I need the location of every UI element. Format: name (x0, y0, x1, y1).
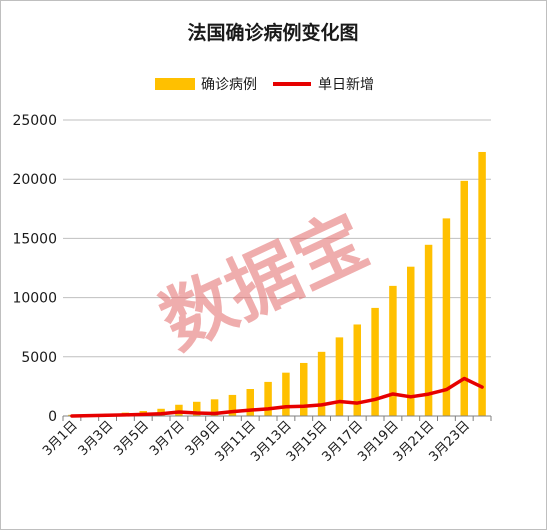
x-tick-label: 3月1日 (40, 418, 81, 459)
line-series (70, 376, 484, 418)
x-tick-label: 3月7日 (147, 418, 188, 459)
bar-confirmed (478, 151, 486, 416)
bar-confirmed (193, 401, 201, 416)
bar-confirmed (460, 180, 468, 416)
y-axis: 0 5000 10000 15000 20000 25000 (12, 113, 57, 425)
bar-confirmed (353, 324, 361, 416)
y-tick-label: 5000 (21, 350, 57, 366)
bar-confirmed (407, 266, 415, 416)
bar-confirmed (300, 362, 308, 416)
bar-confirmed (389, 285, 397, 416)
bar-confirmed (246, 389, 254, 416)
chart-title: 法国确诊病例变化图 (187, 21, 358, 44)
x-tick-label: 3月5日 (111, 418, 152, 459)
bar-confirmed (264, 381, 272, 416)
line-daily-new (70, 376, 484, 418)
x-tick-label: 3月3日 (76, 418, 117, 459)
legend-swatch-confirmed (155, 78, 195, 90)
y-tick-label: 25000 (12, 113, 57, 129)
bar-confirmed (210, 399, 219, 416)
bar-confirmed (335, 337, 344, 416)
legend-label-daily: 单日新增 (318, 77, 374, 93)
bar-series (68, 151, 486, 416)
bar-confirmed (282, 372, 290, 416)
legend-label-confirmed: 确诊病例 (201, 77, 257, 93)
y-tick-label: 15000 (12, 231, 57, 247)
watermark: 数据宝 (148, 198, 379, 365)
x-axis: 3月1日3月3日3月5日3月7日3月9日3月11日3月13日3月15日3月17日… (40, 415, 492, 465)
bar-confirmed (424, 244, 433, 416)
bar-confirmed (442, 218, 451, 416)
legend: 确诊病例 单日新增 (155, 77, 374, 93)
bar-confirmed (317, 351, 326, 416)
y-tick-label: 10000 (12, 291, 57, 307)
y-tick-label: 0 (48, 409, 57, 425)
y-tick-label: 20000 (12, 172, 57, 188)
bar-confirmed (371, 307, 379, 416)
bar-confirmed (228, 394, 237, 416)
